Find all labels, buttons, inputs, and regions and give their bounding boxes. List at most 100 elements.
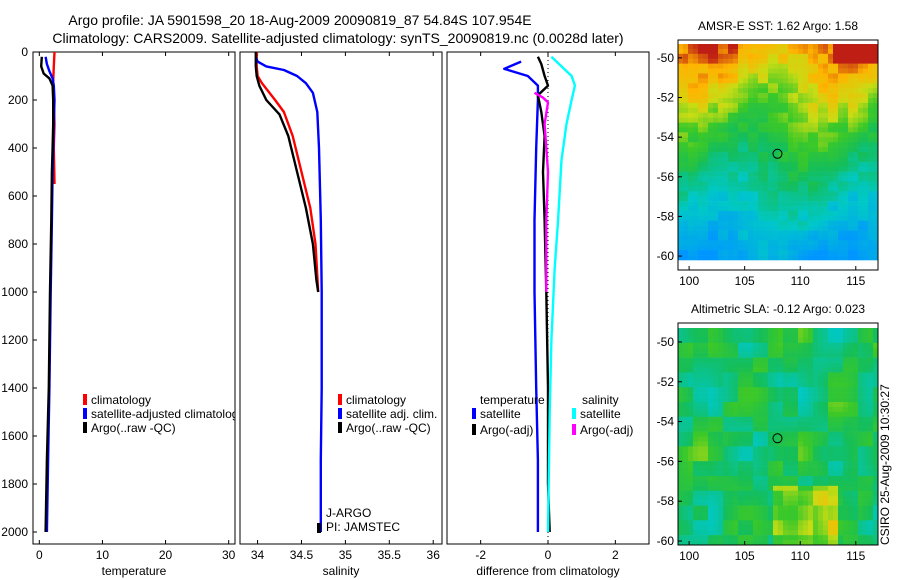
sla-map-cell (813, 446, 819, 452)
sla-map-cell (718, 362, 724, 368)
sst-map-cell (718, 44, 724, 50)
sst-map-cell (823, 112, 829, 118)
sst-map-cell (678, 201, 684, 207)
sst-map-cell (788, 83, 794, 89)
sla-map-cell (818, 471, 824, 477)
sst-map-cell (703, 142, 709, 148)
sst-map-cell (683, 250, 689, 256)
sla-map-cell (728, 367, 734, 373)
sst-map-cell (823, 88, 829, 94)
sla-map-cell (858, 451, 864, 457)
sla-map-cell (753, 510, 759, 516)
sst-map-cell (788, 63, 794, 69)
sst-map-cell (718, 122, 724, 128)
sla-map-cell (838, 461, 844, 467)
sst-map-cell (678, 161, 684, 168)
sla-map-cell (768, 352, 774, 358)
sst-map-cell (713, 245, 719, 251)
sla-map-cell (868, 466, 874, 472)
sla-map-cell (803, 436, 809, 442)
sst-map-cell (773, 161, 779, 168)
sst-map-cell (833, 240, 839, 246)
sst-map-cell (703, 147, 709, 153)
sla-map-cell (838, 372, 844, 378)
sla-map-cell (823, 332, 829, 339)
sst-map-cell (808, 83, 814, 89)
sla-map-cell (738, 416, 744, 422)
sla-map-cell (718, 490, 724, 496)
sst-map-cell (838, 44, 844, 50)
sst-map-cell (733, 53, 739, 60)
sst-map-cell (783, 255, 789, 261)
sst-map-cell (793, 240, 799, 246)
sla-map-cell (848, 535, 854, 541)
sla-map-cell (813, 540, 819, 546)
sst-map-cell (748, 88, 754, 94)
sst-map-cell (703, 196, 709, 202)
sla-map-cell (768, 475, 774, 482)
sst-map-cell (698, 142, 704, 148)
sst-map-cell (858, 48, 864, 55)
sla-map-cell (818, 337, 824, 344)
sst-map-cell (758, 215, 764, 222)
sla-map-cell (728, 406, 734, 413)
sla-map-cell (778, 500, 784, 506)
sla-map-cell (693, 421, 699, 427)
sla-map-cell (848, 426, 854, 432)
sst-map-cell (828, 78, 834, 84)
sst-map-cell (848, 196, 854, 202)
temperature-legend-label: Argo(..raw -QC) (91, 421, 176, 435)
sla-map-cell (813, 505, 819, 511)
sla-map-cell (733, 535, 739, 541)
sst-map-cell (738, 93, 744, 99)
sst-map-cell (818, 196, 824, 202)
sst-map-cell (798, 156, 804, 163)
sla-map-cell (738, 431, 744, 437)
sst-map-cell (828, 176, 834, 182)
sst-map-cell (838, 181, 844, 187)
sst-map-cell (818, 48, 824, 55)
sla-map-cell (708, 328, 714, 334)
sst-map-cell (833, 78, 839, 84)
sst-map-cell (808, 93, 814, 99)
sst-map-cell (868, 93, 874, 99)
sst-map-cell (738, 48, 744, 55)
sst-map-cell (793, 230, 799, 236)
sst-map-cell (683, 137, 689, 143)
sla-map-cell (738, 535, 744, 541)
sst-map-cell (873, 137, 879, 143)
sla-map-cell (808, 441, 814, 447)
sla-map-cell (758, 352, 764, 358)
sst-map-cell (853, 48, 859, 55)
sst-map-cell (828, 102, 834, 109)
sst-map-cell (773, 102, 779, 109)
sla-map-cell (858, 471, 864, 477)
sst-map-cell (693, 132, 699, 138)
sst-map-cell (768, 156, 774, 163)
sst-map-cell (813, 78, 819, 84)
sla-map-cell (713, 377, 719, 383)
sst-map-cell (708, 63, 714, 69)
sla-map-cell (753, 500, 759, 506)
sla-map-cell (713, 367, 719, 373)
sst-map-cell (818, 245, 824, 251)
sst-map-cell (688, 206, 694, 212)
sst-map-cell (788, 156, 794, 163)
sst-map-cell (843, 215, 849, 222)
sst-map-cell (693, 117, 699, 123)
sst-map-cell (793, 225, 799, 231)
sla-map-cell (808, 540, 814, 546)
sst-map-cell (793, 171, 799, 177)
sla-map-ytick-label: -60 (657, 534, 675, 548)
sst-map-cell (853, 250, 859, 256)
sla-map-cell (818, 431, 824, 437)
sst-map-cell (738, 122, 744, 128)
sla-map-cell (738, 451, 744, 457)
sla-map-cell (768, 406, 774, 413)
sst-map-cell (783, 88, 789, 94)
sla-map-cell (778, 431, 784, 437)
sla-map-cell (798, 525, 804, 531)
sla-map-cell (693, 485, 699, 492)
sla-map-cell (868, 441, 874, 447)
sst-map-cell (698, 191, 704, 197)
